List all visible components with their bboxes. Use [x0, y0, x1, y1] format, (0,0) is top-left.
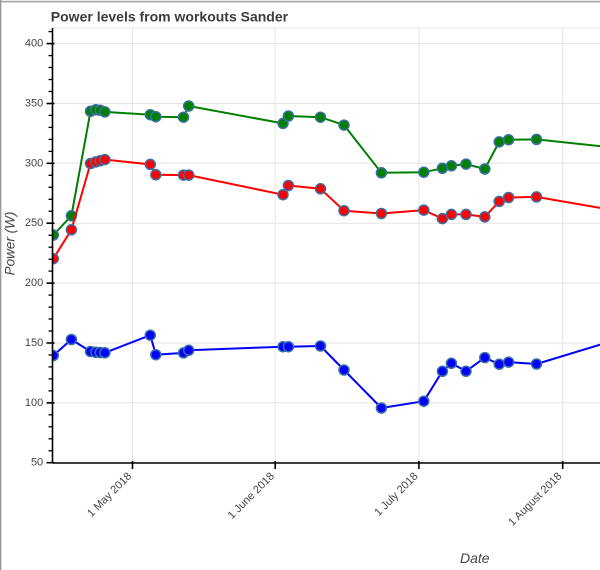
- svg-text:150: 150: [25, 337, 43, 349]
- svg-text:350: 350: [25, 98, 43, 110]
- svg-text:100: 100: [25, 397, 43, 409]
- svg-text:Power levels from workouts San: Power levels from workouts Sander: [51, 9, 289, 25]
- svg-text:Date: Date: [460, 550, 490, 566]
- svg-text:400: 400: [25, 38, 43, 50]
- svg-text:50: 50: [31, 457, 43, 469]
- svg-text:Power (W): Power (W): [2, 212, 17, 276]
- svg-text:200: 200: [25, 277, 43, 289]
- svg-text:300: 300: [25, 157, 43, 169]
- svg-text:250: 250: [25, 217, 43, 229]
